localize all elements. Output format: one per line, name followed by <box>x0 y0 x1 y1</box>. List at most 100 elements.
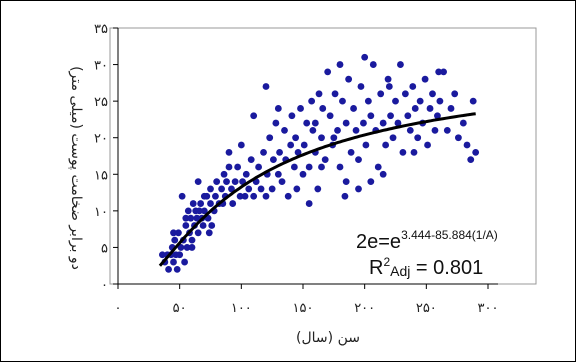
data-point <box>292 134 299 142</box>
data-point <box>318 163 325 171</box>
data-point <box>193 214 201 222</box>
data-point <box>228 185 235 193</box>
data-point <box>229 200 237 207</box>
data-point <box>401 90 409 98</box>
data-point <box>260 148 267 156</box>
data-point <box>326 112 334 120</box>
data-point <box>187 214 195 222</box>
data-point <box>440 68 447 76</box>
data-point <box>212 192 219 200</box>
data-point <box>355 185 362 193</box>
data-point <box>181 258 189 266</box>
data-point <box>308 97 316 105</box>
data-point <box>463 141 471 149</box>
data-point <box>303 119 311 127</box>
data-point <box>165 265 172 273</box>
y-tick-label: ۲۰ <box>94 132 108 147</box>
data-point <box>409 83 417 90</box>
data-point <box>352 126 360 134</box>
data-point <box>237 141 245 149</box>
data-point <box>270 156 277 164</box>
x-tick-label: ۳۰۰ <box>478 301 499 316</box>
data-point <box>223 178 230 186</box>
data-point <box>200 192 208 200</box>
fit-curve <box>158 112 476 267</box>
data-point <box>321 156 329 164</box>
y-tick-label: ۵ <box>101 241 108 256</box>
data-point <box>199 222 207 229</box>
data-point <box>245 185 253 193</box>
data-point <box>451 90 459 98</box>
data-point <box>290 163 298 171</box>
x-tick-label: ۲۰۰ <box>354 301 375 316</box>
data-point <box>278 178 286 186</box>
data-point <box>399 148 407 156</box>
data-point <box>357 83 365 90</box>
data-point <box>170 258 177 266</box>
data-point <box>184 207 192 215</box>
data-point <box>200 207 208 215</box>
data-point <box>411 105 419 112</box>
data-point <box>387 112 394 120</box>
data-point <box>330 134 338 142</box>
data-point <box>339 97 346 105</box>
data-point <box>257 185 265 193</box>
data-point <box>467 156 475 164</box>
data-point <box>416 97 424 105</box>
data-point <box>159 251 166 259</box>
y-axis: ۰ ۵ ۱۰ ۱۵ ۲۰ ۲۵ ۳۰ ۳۵ <box>94 22 119 293</box>
data-point <box>385 83 393 90</box>
data-point <box>455 134 462 142</box>
data-point <box>208 222 216 229</box>
x-axis: ۰ ۵۰ ۱۰۰ ۱۵۰ ۲۰۰ ۲۵۰ ۳۰۰ <box>115 283 499 316</box>
data-point <box>242 170 250 178</box>
data-point <box>176 251 184 259</box>
data-point <box>410 148 418 156</box>
data-point <box>274 170 282 178</box>
data-point <box>207 200 214 207</box>
x-tick-label: ۱۰۰ <box>231 301 252 316</box>
data-point <box>281 126 288 134</box>
data-point <box>171 236 179 244</box>
data-point <box>336 163 344 171</box>
data-point <box>382 141 390 149</box>
data-point <box>334 126 341 134</box>
data-point <box>197 200 205 207</box>
data-point <box>266 134 274 142</box>
data-point <box>319 105 327 112</box>
data-point <box>284 192 292 200</box>
data-point <box>360 119 367 127</box>
data-point <box>175 229 182 237</box>
data-point <box>255 163 262 171</box>
data-point <box>182 214 190 222</box>
data-point <box>305 163 313 171</box>
y-tick-label: ۳۵ <box>94 22 108 37</box>
data-point <box>397 61 404 68</box>
data-point <box>182 222 190 229</box>
data-point <box>177 244 185 251</box>
data-point <box>374 163 382 171</box>
data-point <box>345 75 353 83</box>
data-point <box>305 200 313 207</box>
data-point <box>309 126 317 134</box>
data-point <box>218 185 226 193</box>
data-point <box>469 97 477 105</box>
data-point <box>377 90 385 98</box>
data-point <box>225 163 233 171</box>
data-point <box>241 192 249 200</box>
data-point <box>314 185 322 193</box>
data-point <box>443 126 451 134</box>
data-point <box>294 148 302 156</box>
x-tick-label: ۵۰ <box>173 301 187 316</box>
data-point <box>213 178 221 186</box>
data-point <box>287 141 295 149</box>
equation-annotation: 2e=e3.444-85.884(1/A) <box>356 228 498 253</box>
data-point <box>406 126 414 134</box>
r2-annotation: R2Adj = 0.801 <box>369 255 483 279</box>
data-point <box>379 170 387 178</box>
data-point <box>234 163 242 171</box>
data-point <box>331 90 339 98</box>
data-point <box>361 53 369 61</box>
data-point <box>194 178 202 186</box>
data-point <box>194 229 202 237</box>
